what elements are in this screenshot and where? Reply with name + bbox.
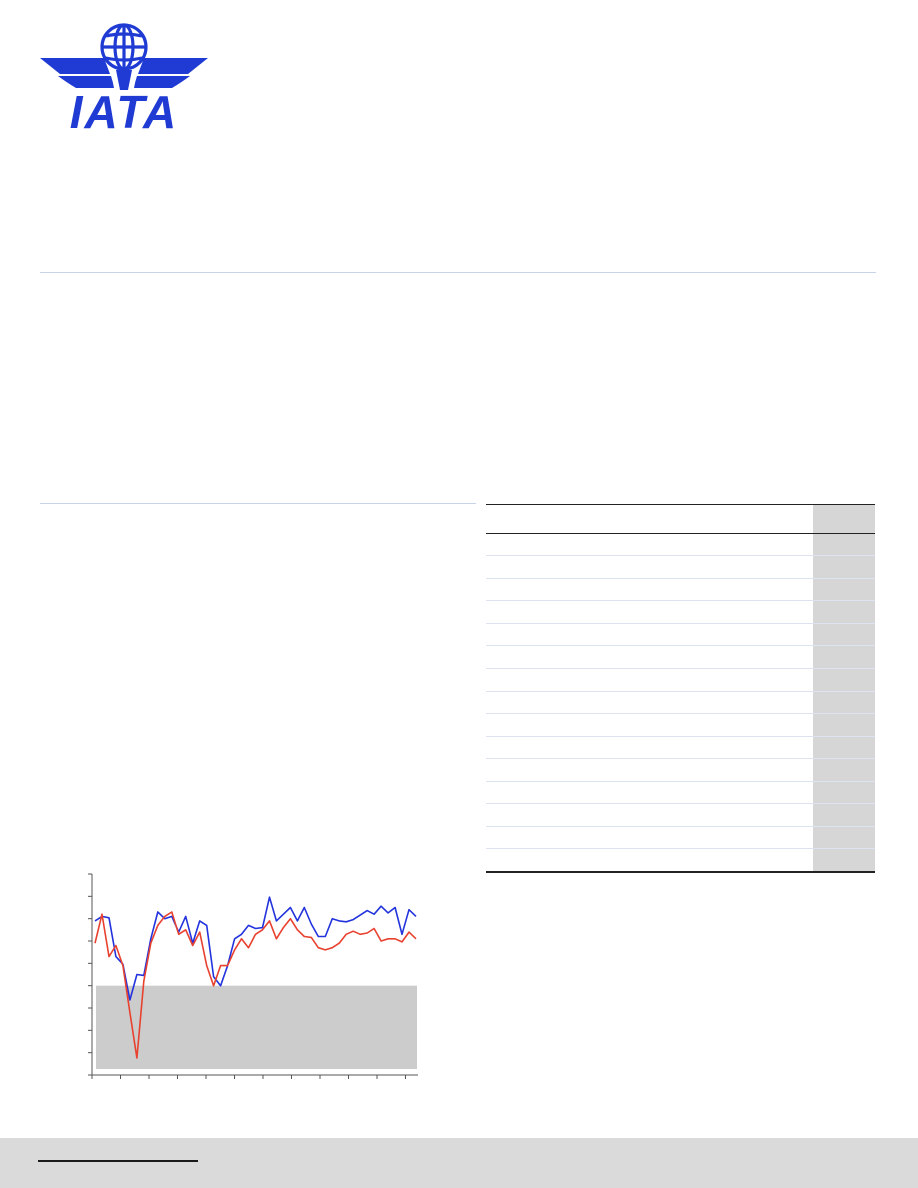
table-row (486, 713, 875, 714)
footnote-separator (38, 1160, 198, 1162)
series-line-red (94, 911, 417, 1059)
table-row (486, 781, 875, 782)
globe-icon (100, 23, 148, 71)
series-line-blue (94, 896, 417, 1001)
shaded-band (96, 985, 417, 1069)
table-row (486, 691, 875, 692)
table-row (486, 826, 875, 827)
table-row (486, 578, 875, 579)
section-divider (40, 503, 476, 504)
table-header-border (486, 533, 875, 534)
table-row (486, 623, 875, 624)
table-row (486, 736, 875, 737)
logo-text: IATA (70, 86, 179, 132)
table-highlight-column (813, 505, 875, 872)
table-row (486, 600, 875, 601)
header-divider (40, 272, 876, 273)
data-table (486, 504, 875, 873)
table-row (486, 555, 875, 556)
table-top-border (486, 504, 875, 505)
table-row (486, 848, 875, 849)
table-row (486, 758, 875, 759)
table-row (486, 668, 875, 669)
iata-logo: IATA (40, 23, 208, 132)
line-chart (88, 873, 418, 1079)
table-row (486, 803, 875, 804)
page-footer (0, 1138, 918, 1188)
table-row (486, 645, 875, 646)
table-bottom-border (486, 871, 875, 873)
wings-icon (40, 58, 208, 90)
